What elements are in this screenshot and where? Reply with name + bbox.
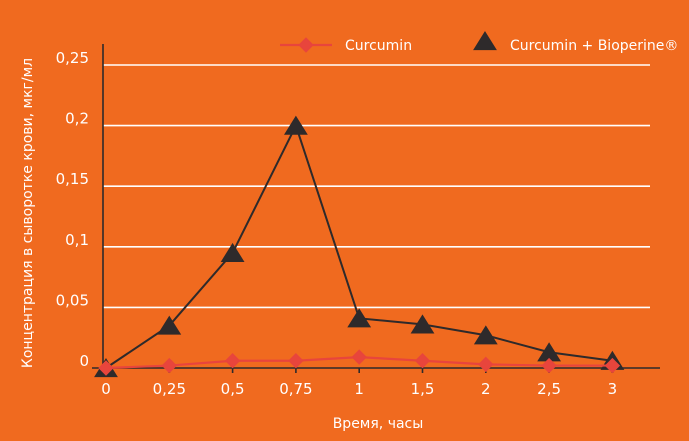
- series-1-point-4: [347, 308, 372, 328]
- legend-triangle: [473, 31, 497, 51]
- series-1-point-2: [220, 242, 245, 262]
- x-tick-label-3: 0,75: [279, 380, 312, 398]
- series-1-point-1: [157, 315, 182, 335]
- y-tick-label-1: 0,05: [56, 291, 89, 309]
- x-tick-label-4: 1: [354, 380, 364, 398]
- series-0-point-4: [351, 349, 367, 365]
- series-0-point-8: [604, 357, 621, 374]
- series-0-point-5: [414, 353, 431, 369]
- legend-marker-curcumin: [298, 37, 314, 53]
- x-tick-label-0: 0: [101, 380, 111, 398]
- y-tick-label-2: 0,1: [65, 231, 89, 249]
- x-tick-labels: 0 0,25 0,5 0,75 1 1,5 2 2,5 3: [101, 380, 617, 398]
- y-tick-label-0: 0: [79, 352, 89, 370]
- y-tick-labels: 0 0,05 0,1 0,15 0,2 0,25: [56, 49, 89, 370]
- x-tick-label-5: 1,5: [411, 380, 435, 398]
- y-tick-label-5: 0,25: [56, 49, 89, 67]
- x-tick-label-1: 0,25: [153, 380, 186, 398]
- axes: [92, 44, 660, 373]
- legend: Curcumin Curcumin + Bioperine®: [280, 31, 678, 54]
- series-0-point-0: [98, 360, 114, 376]
- grid-lines: [103, 64, 650, 309]
- series-1-point-5: [410, 314, 435, 334]
- series-1-point-3: [283, 115, 308, 135]
- x-tick-label-8: 3: [608, 380, 618, 398]
- x-axis-title: Время, часы: [333, 416, 424, 432]
- legend-marker-bioperine: [473, 31, 497, 51]
- series-0-point-7: [541, 357, 557, 374]
- series-0-point-6: [478, 356, 494, 373]
- series-group: [94, 115, 625, 378]
- y-axis-title: Концентрация в сыворотке крови, мкг/мл: [20, 58, 36, 368]
- series-1-point-6: [473, 325, 498, 345]
- series-0-point-2: [224, 353, 241, 369]
- y-tick-label-4: 0,2: [65, 110, 89, 128]
- y-tick-label-3: 0,15: [56, 170, 89, 188]
- x-tick-label-7: 2,5: [537, 380, 561, 398]
- legend-label-curcumin: Curcumin: [345, 38, 412, 54]
- series-0-point-3: [288, 353, 304, 369]
- legend-label-bioperine: Curcumin + Bioperine®: [510, 38, 678, 54]
- legend-diamond: [298, 37, 314, 53]
- x-tick-label-6: 2: [481, 380, 491, 398]
- series-0-point-1: [161, 357, 178, 374]
- x-tick-label-2: 0,5: [221, 380, 245, 398]
